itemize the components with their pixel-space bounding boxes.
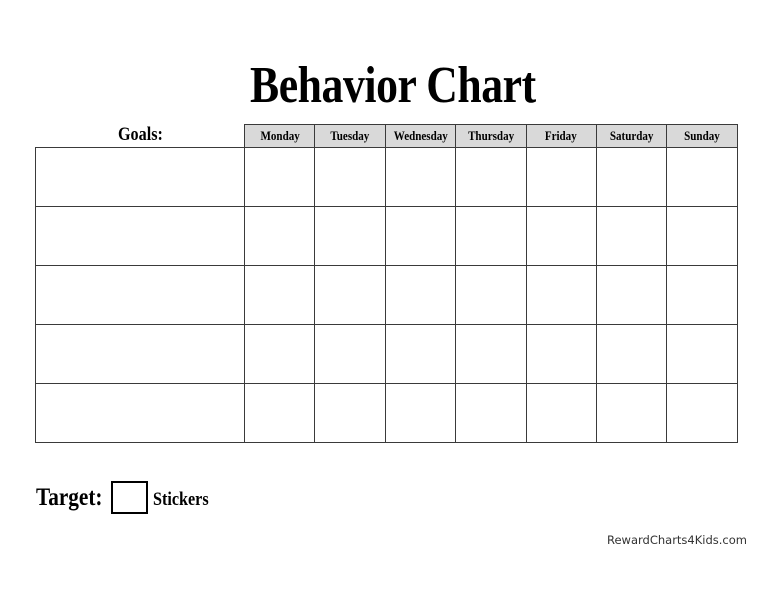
day-cell-thursday[interactable] (455, 147, 527, 207)
day-cell-thursday[interactable] (455, 265, 527, 325)
day-header-sunday: Sunday (666, 124, 738, 148)
day-cell-saturday[interactable] (595, 147, 668, 207)
day-cell-tuesday[interactable] (314, 265, 386, 325)
day-cell-sunday[interactable] (666, 206, 738, 266)
day-cell-friday[interactable] (525, 383, 597, 443)
day-header-wednesday: Wednesday (384, 124, 457, 148)
day-cell-wednesday[interactable] (384, 324, 457, 384)
day-cell-sunday[interactable] (666, 147, 738, 207)
goal-cell[interactable] (35, 265, 245, 325)
day-cell-wednesday[interactable] (384, 206, 457, 266)
day-header-monday: Monday (243, 124, 316, 148)
day-label: Sunday (684, 128, 720, 143)
day-cell-saturday[interactable] (595, 324, 668, 384)
day-cell-wednesday[interactable] (384, 147, 457, 207)
day-cell-sunday[interactable] (666, 265, 738, 325)
page-title: Behavior Chart (250, 57, 536, 114)
day-label: Wednesday (393, 128, 448, 143)
day-cell-monday[interactable] (243, 206, 316, 266)
goal-row (35, 147, 738, 207)
goals-header-blank (35, 124, 245, 148)
target-label: Target: (36, 484, 103, 511)
day-header-friday: Friday (525, 124, 597, 148)
day-label: Monday (260, 128, 300, 143)
day-cell-wednesday[interactable] (384, 383, 457, 443)
day-header-row: Monday Tuesday Wednesday Thursday Friday Satu… (35, 124, 738, 148)
day-cell-monday[interactable] (243, 324, 316, 384)
goal-row (35, 206, 738, 266)
day-cell-tuesday[interactable] (314, 147, 386, 207)
day-label: Tuesday (330, 128, 370, 143)
day-header-tuesday: Tuesday (314, 124, 386, 148)
day-cell-saturday[interactable] (595, 206, 668, 266)
day-header-saturday: Saturday (595, 124, 668, 148)
goal-cell[interactable] (35, 324, 245, 384)
target-box[interactable] (111, 481, 148, 514)
day-cell-tuesday[interactable] (314, 383, 386, 443)
day-cell-friday[interactable] (525, 206, 597, 266)
day-cell-tuesday[interactable] (314, 324, 386, 384)
goal-cell[interactable] (35, 383, 245, 443)
day-cell-saturday[interactable] (595, 383, 668, 443)
goal-row (35, 383, 738, 443)
day-cell-friday[interactable] (525, 324, 597, 384)
stickers-label: Stickers (153, 489, 209, 510)
day-cell-monday[interactable] (243, 383, 316, 443)
goal-row (35, 265, 738, 325)
behavior-grid: Monday Tuesday Wednesday Thursday Friday Satu… (35, 124, 738, 443)
day-header-thursday: Thursday (455, 124, 527, 148)
day-cell-thursday[interactable] (455, 206, 527, 266)
goal-cell[interactable] (35, 147, 245, 207)
day-cell-sunday[interactable] (666, 383, 738, 443)
day-label: Saturday (609, 128, 654, 143)
day-label: Friday (545, 128, 578, 143)
goal-cell[interactable] (35, 206, 245, 266)
day-cell-friday[interactable] (525, 265, 597, 325)
day-cell-thursday[interactable] (455, 324, 527, 384)
day-cell-monday[interactable] (243, 265, 316, 325)
day-cell-thursday[interactable] (455, 383, 527, 443)
day-cell-monday[interactable] (243, 147, 316, 207)
day-cell-sunday[interactable] (666, 324, 738, 384)
day-cell-saturday[interactable] (595, 265, 668, 325)
day-label: Thursday (467, 128, 514, 143)
day-cell-tuesday[interactable] (314, 206, 386, 266)
day-cell-friday[interactable] (525, 147, 597, 207)
day-cell-wednesday[interactable] (384, 265, 457, 325)
goal-row (35, 324, 738, 384)
website-credit: RewardCharts4Kids.com (607, 533, 747, 547)
